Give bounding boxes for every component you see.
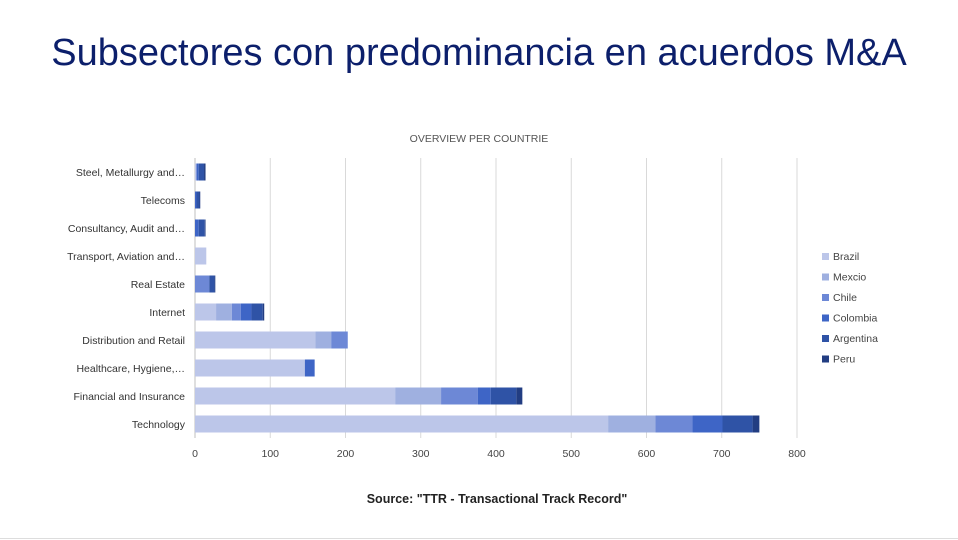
x-tick-label: 200: [337, 448, 355, 460]
bottom-divider: [0, 538, 958, 539]
legend-label: Peru: [833, 354, 855, 366]
x-tick-label: 700: [713, 448, 731, 460]
bar-segment: [490, 387, 517, 405]
source-note: Source: "TTR - Transactional Track Recor…: [366, 492, 628, 506]
bar-segment: [195, 387, 396, 405]
bar-segment: [752, 415, 760, 433]
x-tick-label: 300: [412, 448, 430, 460]
bar-segment: [608, 415, 656, 433]
bar-segment: [196, 191, 200, 209]
bar-segment: [262, 303, 265, 321]
legend-label: Argentina: [833, 333, 878, 345]
bar-segment: [722, 415, 753, 433]
bar-segment: [214, 275, 216, 293]
category-label: Real Estate: [131, 279, 185, 291]
legend-swatch: [822, 294, 829, 301]
category-label: Steel, Metallurgy and…: [76, 167, 185, 179]
bar-segment: [209, 275, 215, 293]
legend-label: Chile: [833, 292, 857, 304]
legend-label: Colombia: [833, 313, 878, 325]
legend-label: Mexcio: [833, 272, 866, 284]
bar-segment: [331, 331, 348, 349]
x-tick-label: 100: [261, 448, 279, 460]
category-label: Internet: [149, 307, 185, 319]
bar-segment: [195, 415, 609, 433]
x-tick-label: 400: [487, 448, 505, 460]
chart-title: OVERVIEW PER COUNTRIE: [409, 133, 549, 145]
category-label: Healthcare, Hygiene,…: [76, 363, 185, 375]
bar-segment: [198, 163, 205, 181]
bar-segment: [195, 359, 305, 377]
bar-segment: [216, 303, 232, 321]
bar-segment: [195, 247, 207, 265]
bar-segment: [195, 303, 217, 321]
x-tick-label: 500: [562, 448, 580, 460]
legend-swatch: [822, 253, 829, 260]
bar-segment: [198, 219, 205, 237]
category-label: Technology: [132, 419, 186, 431]
bar-segment: [441, 387, 478, 405]
bar-segment: [204, 163, 206, 181]
bar-segment: [204, 219, 206, 237]
legend-swatch: [822, 273, 829, 281]
slide-title: Subsectores con predominancia en acuerdo…: [51, 32, 907, 74]
bar-segment: [395, 387, 442, 405]
bar-segment: [196, 163, 199, 181]
bar-segment: [655, 415, 693, 433]
bar-segment: [195, 219, 199, 237]
bar-segment: [251, 303, 263, 321]
bar-segment: [231, 303, 241, 321]
category-label: Telecoms: [141, 195, 185, 207]
bar-segment: [199, 191, 201, 209]
bar-segment: [195, 163, 197, 181]
bar-segment: [315, 331, 332, 349]
x-tick-label: 800: [788, 448, 806, 460]
category-label: Consultancy, Audit and…: [68, 223, 185, 235]
bar-segment: [195, 275, 210, 293]
category-label: Financial and Insurance: [74, 391, 186, 403]
legend-label: Brazil: [833, 251, 859, 263]
x-tick-label: 600: [638, 448, 656, 460]
legend-swatch: [822, 314, 829, 322]
bar-segment: [516, 387, 523, 405]
legend-swatch: [822, 335, 829, 342]
bar-segment: [240, 303, 252, 321]
category-label: Transport, Aviation and…: [67, 251, 185, 263]
legend-swatch: [822, 355, 829, 363]
bar-segment: [477, 387, 491, 405]
bar-segment: [195, 191, 197, 209]
bar-segment: [692, 415, 723, 433]
bar-segment: [195, 331, 316, 349]
bar-segment: [304, 359, 315, 377]
x-tick-label: 0: [192, 448, 198, 460]
category-label: Distribution and Retail: [82, 335, 185, 347]
